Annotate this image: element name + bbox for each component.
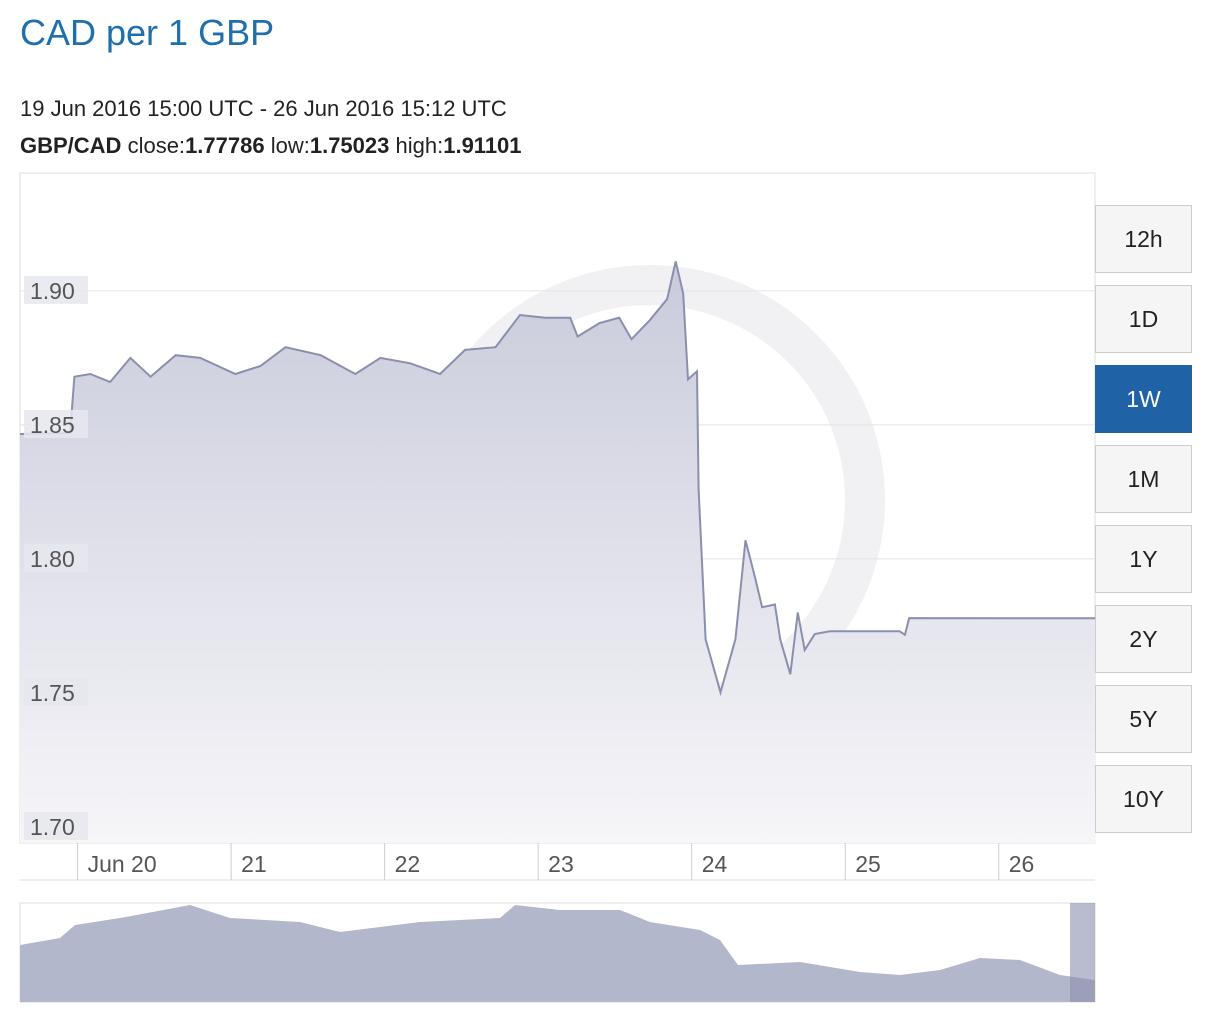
- title: CAD per 1 GBP: [20, 12, 275, 53]
- y-tick-box: [24, 409, 88, 438]
- range-button[interactable]: 12h: [1095, 205, 1192, 273]
- x-tick-label: 24: [702, 851, 728, 877]
- line: [19, 261, 1097, 697]
- y-tick-label: 1.80: [30, 546, 75, 572]
- range-button[interactable]: 10Y: [1095, 765, 1192, 833]
- close: 1.77786: [185, 133, 265, 158]
- summary: GBP/CAD close:1.77786 low:1.75023 high:1…: [20, 133, 522, 159]
- high-label: high:: [395, 133, 444, 158]
- close-label: close:: [127, 133, 186, 158]
- x-tick-label: 21: [241, 851, 267, 877]
- range: 19 Jun 2016 15:00 UTC - 26 Jun 2016 15:1…: [20, 96, 507, 121]
- x-tick-label: 23: [548, 851, 574, 877]
- range-button[interactable]: 1W: [1095, 365, 1192, 433]
- y-tick-box: [24, 677, 88, 706]
- x-tick-label: Jun 20: [88, 851, 157, 877]
- y-tick-label: 1.70: [30, 814, 75, 840]
- low: 1.75023: [309, 133, 390, 158]
- pair: GBP/CAD: [20, 133, 122, 158]
- navigator-window: [1070, 903, 1095, 1002]
- y-tick-box: [24, 543, 88, 572]
- high: 1.91101: [443, 133, 522, 158]
- area: [20, 261, 1096, 843]
- x-tick-label: 22: [395, 851, 421, 877]
- low-label: low:: [270, 133, 310, 158]
- y-tick-label: 1.90: [30, 278, 75, 304]
- range-button[interactable]: 1Y: [1095, 525, 1192, 593]
- range-button[interactable]: 1D: [1095, 285, 1192, 353]
- range-button[interactable]: 1M: [1095, 445, 1192, 513]
- range-button[interactable]: 5Y: [1095, 685, 1192, 753]
- y-tick-box: [24, 275, 88, 304]
- y-tick-label: 1.75: [30, 680, 75, 706]
- x-tick-label: 26: [1009, 851, 1035, 877]
- range-button[interactable]: 2Y: [1095, 605, 1192, 673]
- y-tick-box: [24, 811, 88, 840]
- y-tick-label: 1.85: [30, 412, 75, 438]
- x-tick-label: 25: [855, 851, 881, 877]
- navigator-area: [20, 905, 1095, 1002]
